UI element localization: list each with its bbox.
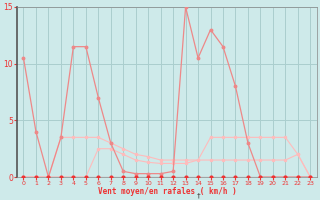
- Text: †: †: [196, 192, 200, 198]
- X-axis label: Vent moyen/en rafales ( km/h ): Vent moyen/en rafales ( km/h ): [98, 187, 236, 196]
